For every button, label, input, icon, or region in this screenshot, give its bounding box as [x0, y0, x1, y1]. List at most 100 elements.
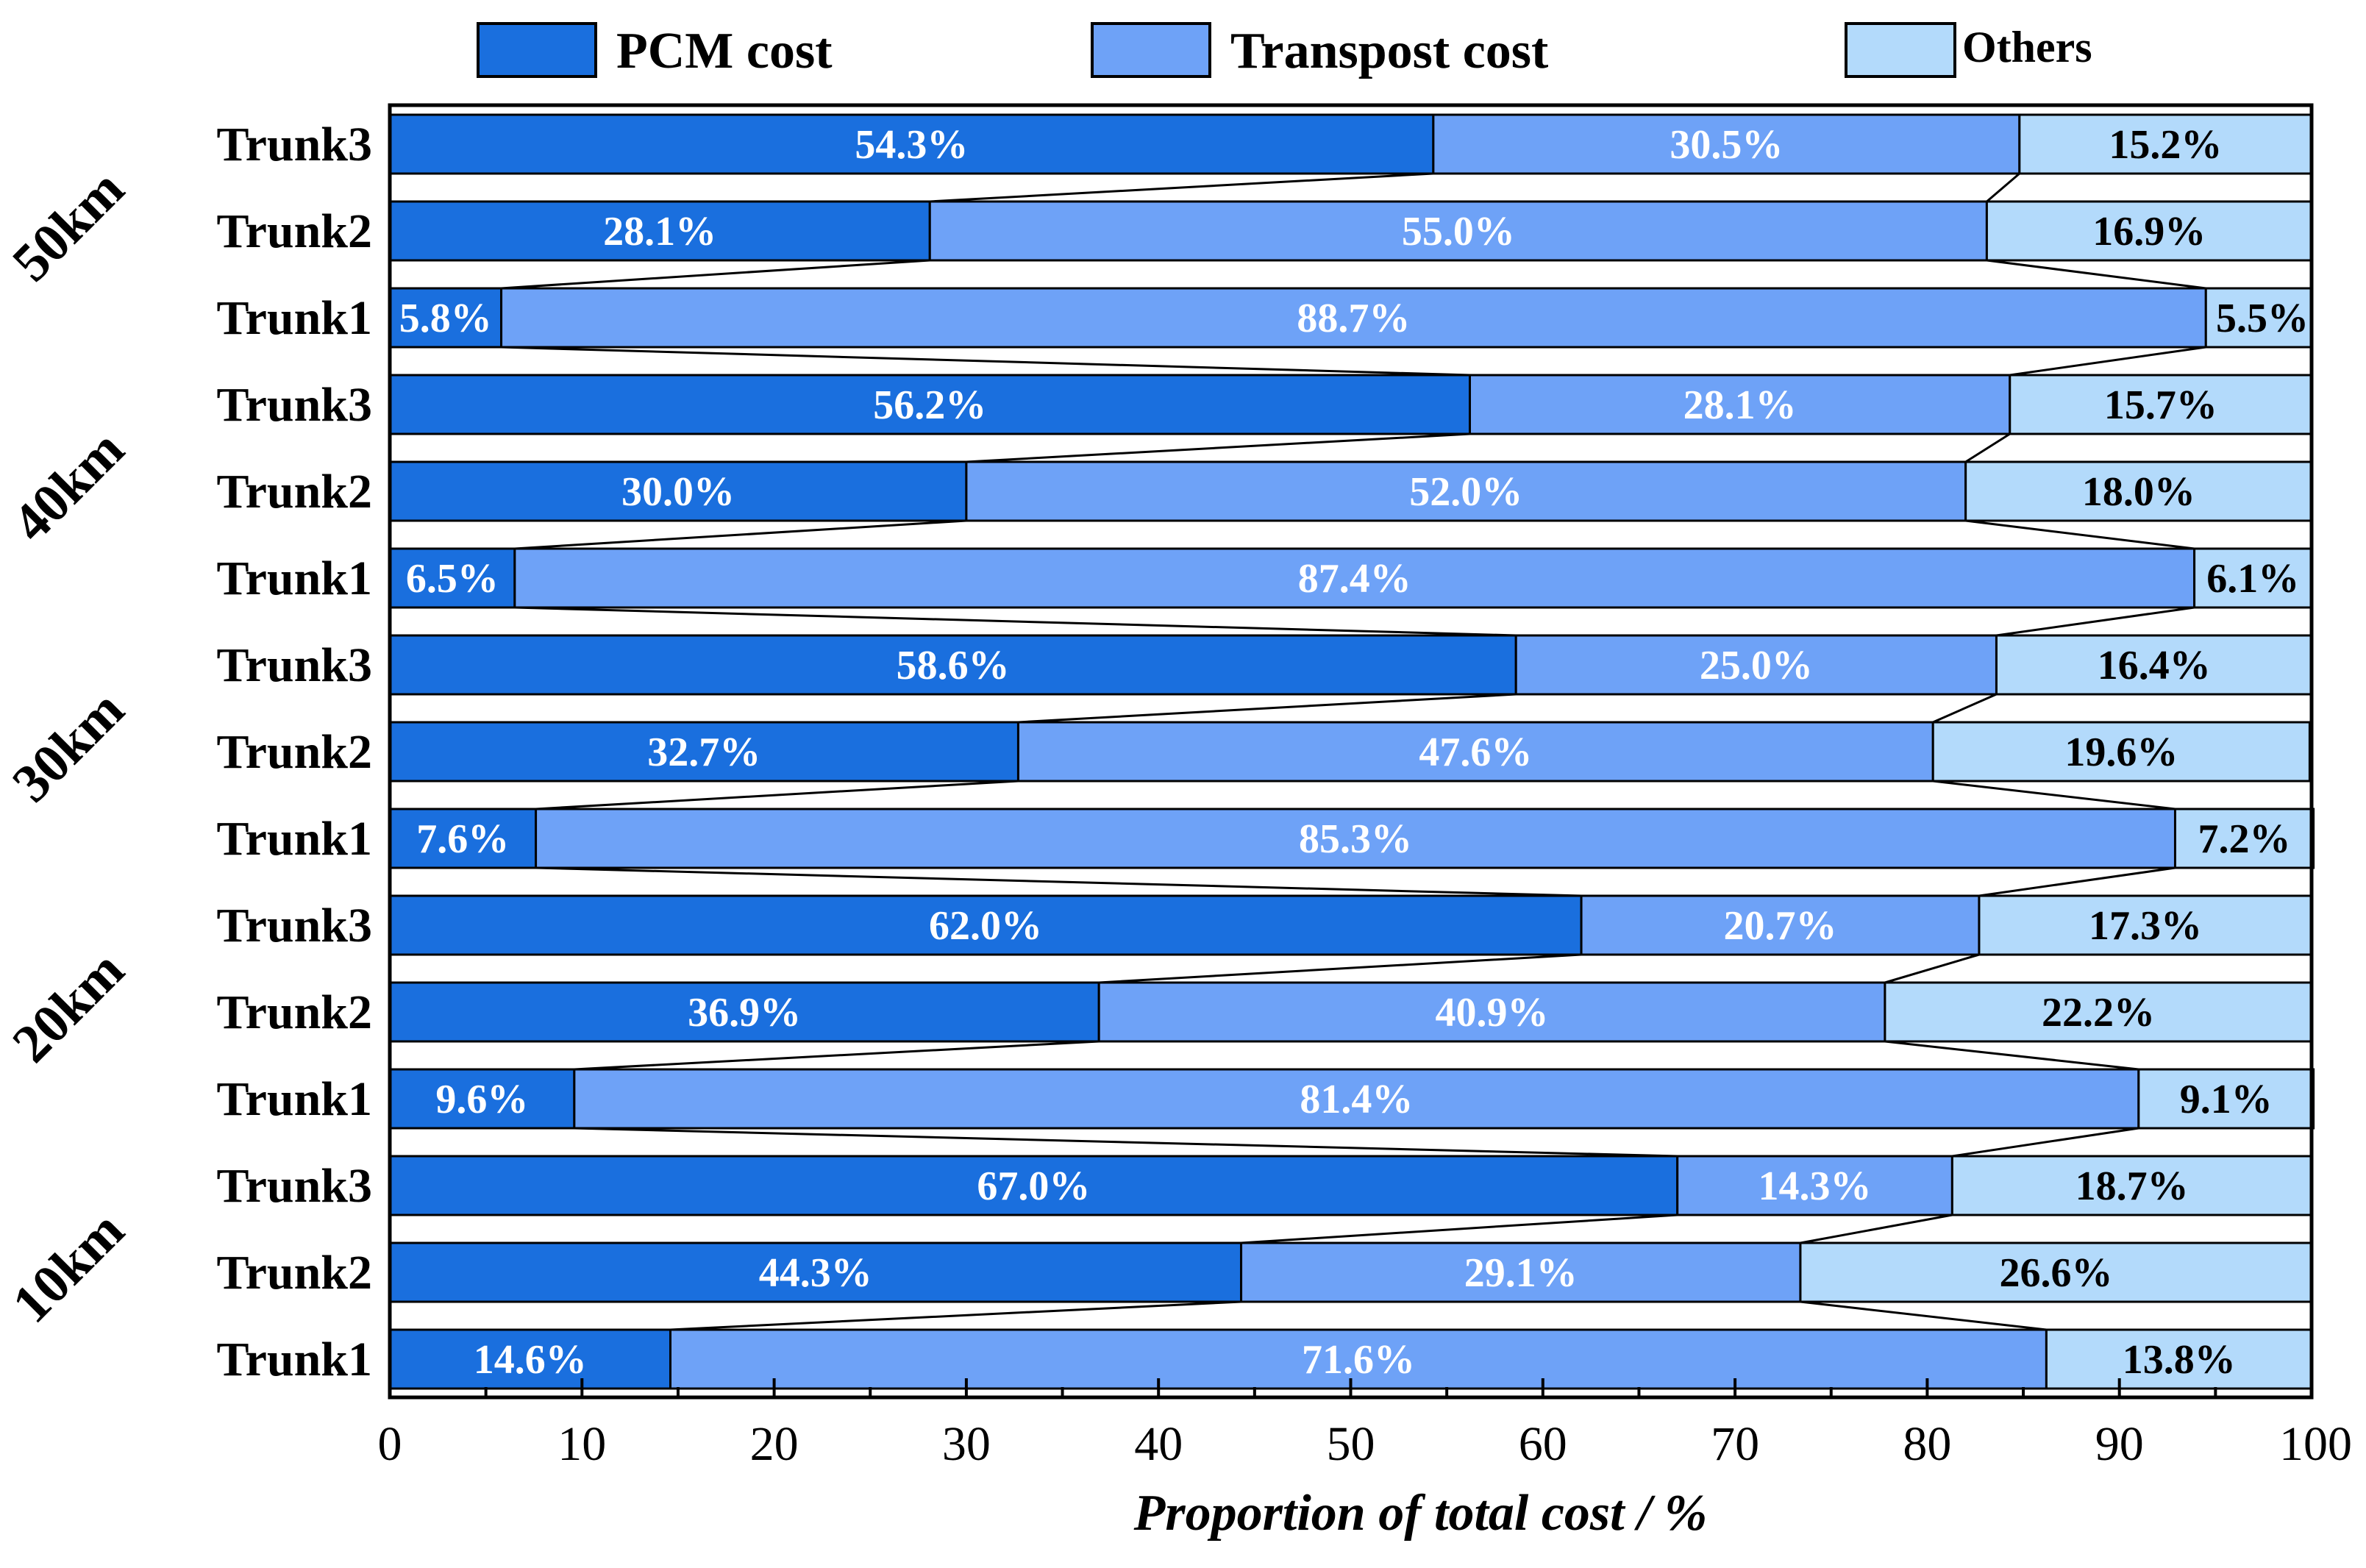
- value-label: 55.0%: [1402, 209, 1515, 254]
- value-label: 81.4%: [1300, 1077, 1413, 1122]
- value-label: 13.8%: [2123, 1337, 2236, 1383]
- connector-line: [535, 780, 1019, 810]
- value-label: 14.6%: [474, 1337, 587, 1383]
- connector-line: [930, 172, 1433, 203]
- value-label: 15.7%: [2104, 382, 2217, 428]
- value-label: 28.1%: [603, 209, 716, 254]
- bar-segment-transport: [1676, 1155, 1953, 1216]
- bar-segment-pcm: [388, 808, 538, 869]
- connector-line: [1952, 1127, 2139, 1158]
- x-tick-label: 70: [1711, 1417, 1759, 1471]
- connector-line: [1932, 693, 1998, 724]
- group-label: 50km: [1, 159, 136, 293]
- connector-line: [1933, 780, 2176, 810]
- group-label: 40km: [1, 419, 136, 554]
- value-label: 9.6%: [435, 1077, 528, 1122]
- legend-swatch-transport: [1091, 22, 1211, 78]
- y-tick-label: Trunk3: [216, 118, 372, 171]
- value-label: 40.9%: [1436, 990, 1549, 1036]
- bar-segment-transport: [1580, 894, 1981, 956]
- connector-line: [1099, 953, 1582, 984]
- group-label: 10km: [1, 1200, 136, 1335]
- value-label: 56.2%: [873, 382, 986, 428]
- value-label: 17.3%: [2089, 903, 2202, 949]
- value-label: 28.1%: [1683, 382, 1797, 428]
- y-tick-label: Trunk1: [216, 291, 372, 345]
- y-tick-label: Trunk2: [216, 725, 372, 779]
- bar-segment-others: [1995, 634, 2313, 696]
- connector-line: [1800, 1214, 1953, 1244]
- bar-segment-others: [1884, 981, 2313, 1043]
- bar-segment-transport: [573, 1068, 2140, 1130]
- category-labels: Trunk3 Trunk2 Trunk1 Trunk3 Trunk2 Trunk1 Trun…: [1, 118, 372, 1386]
- connector-line: [1965, 519, 2195, 550]
- value-label: 30.0%: [621, 469, 735, 515]
- value-label: 6.1%: [2206, 556, 2299, 602]
- legend-label: Others: [1962, 23, 2092, 71]
- value-label: 47.6%: [1419, 730, 1532, 775]
- value-label: 85.3%: [1299, 816, 1412, 862]
- y-tick-label: Trunk1: [216, 812, 372, 866]
- bar-connectors: [501, 172, 2206, 1331]
- value-labels: 54.3% 30.5% 15.2% 28.1% 55.0% 16.9% 5.8% 88.7% 5…: [399, 122, 2309, 1383]
- bar-segment-others: [2173, 808, 2315, 869]
- value-label: 14.3%: [1759, 1163, 1872, 1209]
- y-tick-label: Trunk2: [216, 1246, 372, 1300]
- x-tick-label: 40: [1134, 1417, 1183, 1471]
- bar-segment-others: [1950, 1155, 2313, 1216]
- y-tick-label: Trunk3: [216, 1159, 372, 1213]
- value-label: 62.0%: [929, 903, 1042, 949]
- legend-label: PCM cost: [616, 23, 833, 79]
- bar-segment-pcm: [388, 1241, 1243, 1303]
- legend-swatch-others: [1845, 22, 1956, 78]
- bar-segment-transport: [535, 808, 2176, 869]
- bars: [388, 113, 2315, 1390]
- connector-line: [1241, 1214, 1678, 1244]
- x-tick-label: 100: [2279, 1417, 2352, 1471]
- bar-segment-pcm: [388, 113, 1435, 175]
- connector-line: [514, 606, 1517, 637]
- connector-line: [574, 1127, 1678, 1158]
- value-label: 36.9%: [688, 990, 801, 1036]
- legend-label: Transpost cost: [1230, 23, 1548, 79]
- y-tick-label: Trunk1: [216, 1333, 372, 1386]
- value-label: 67.0%: [977, 1163, 1090, 1209]
- bar-segment-pcm: [388, 200, 931, 262]
- y-tick-label: Trunk3: [216, 638, 372, 692]
- legend: PCM cost Transpost cost Others: [477, 22, 2092, 79]
- x-tick-label: 50: [1327, 1417, 1375, 1471]
- y-tick-label: Trunk3: [216, 899, 372, 952]
- y-tick-label: Trunk2: [216, 204, 372, 258]
- value-label: 16.9%: [2092, 209, 2206, 254]
- bar-segment-others: [1978, 894, 2313, 956]
- value-label: 9.1%: [2180, 1077, 2273, 1122]
- value-label: 30.5%: [1670, 122, 1783, 168]
- value-label: 32.7%: [647, 730, 760, 775]
- bar-segment-others: [2204, 287, 2313, 349]
- value-label: 22.2%: [2042, 990, 2155, 1036]
- value-label: 16.4%: [2098, 643, 2211, 688]
- bar-segment-others: [1985, 200, 2313, 262]
- x-tick-label: 30: [942, 1417, 991, 1471]
- x-tick-label: 90: [2095, 1417, 2144, 1471]
- bar-segment-transport: [669, 1328, 2048, 1390]
- value-label: 87.4%: [1298, 556, 1411, 602]
- bar-segment-others: [2045, 1328, 2313, 1390]
- connector-line: [1884, 1040, 2139, 1071]
- value-label: 5.8%: [399, 296, 492, 341]
- bar-segment-transport: [928, 200, 1988, 262]
- value-label: 54.3%: [855, 122, 968, 168]
- connector-line: [501, 259, 930, 290]
- value-label: 25.0%: [1700, 643, 1813, 688]
- connector-line: [1978, 866, 2176, 897]
- connector-line: [1884, 953, 1980, 984]
- bar-segment-transport: [513, 547, 2196, 609]
- connector-line: [1996, 606, 2195, 637]
- bar-segment-transport: [500, 287, 2207, 349]
- value-label: 20.7%: [1724, 903, 1837, 949]
- bar-segment-others: [2009, 374, 2313, 435]
- value-label: 26.6%: [1999, 1250, 2112, 1296]
- bar-segment-transport: [1097, 981, 1886, 1043]
- group-label: 30km: [1, 680, 136, 814]
